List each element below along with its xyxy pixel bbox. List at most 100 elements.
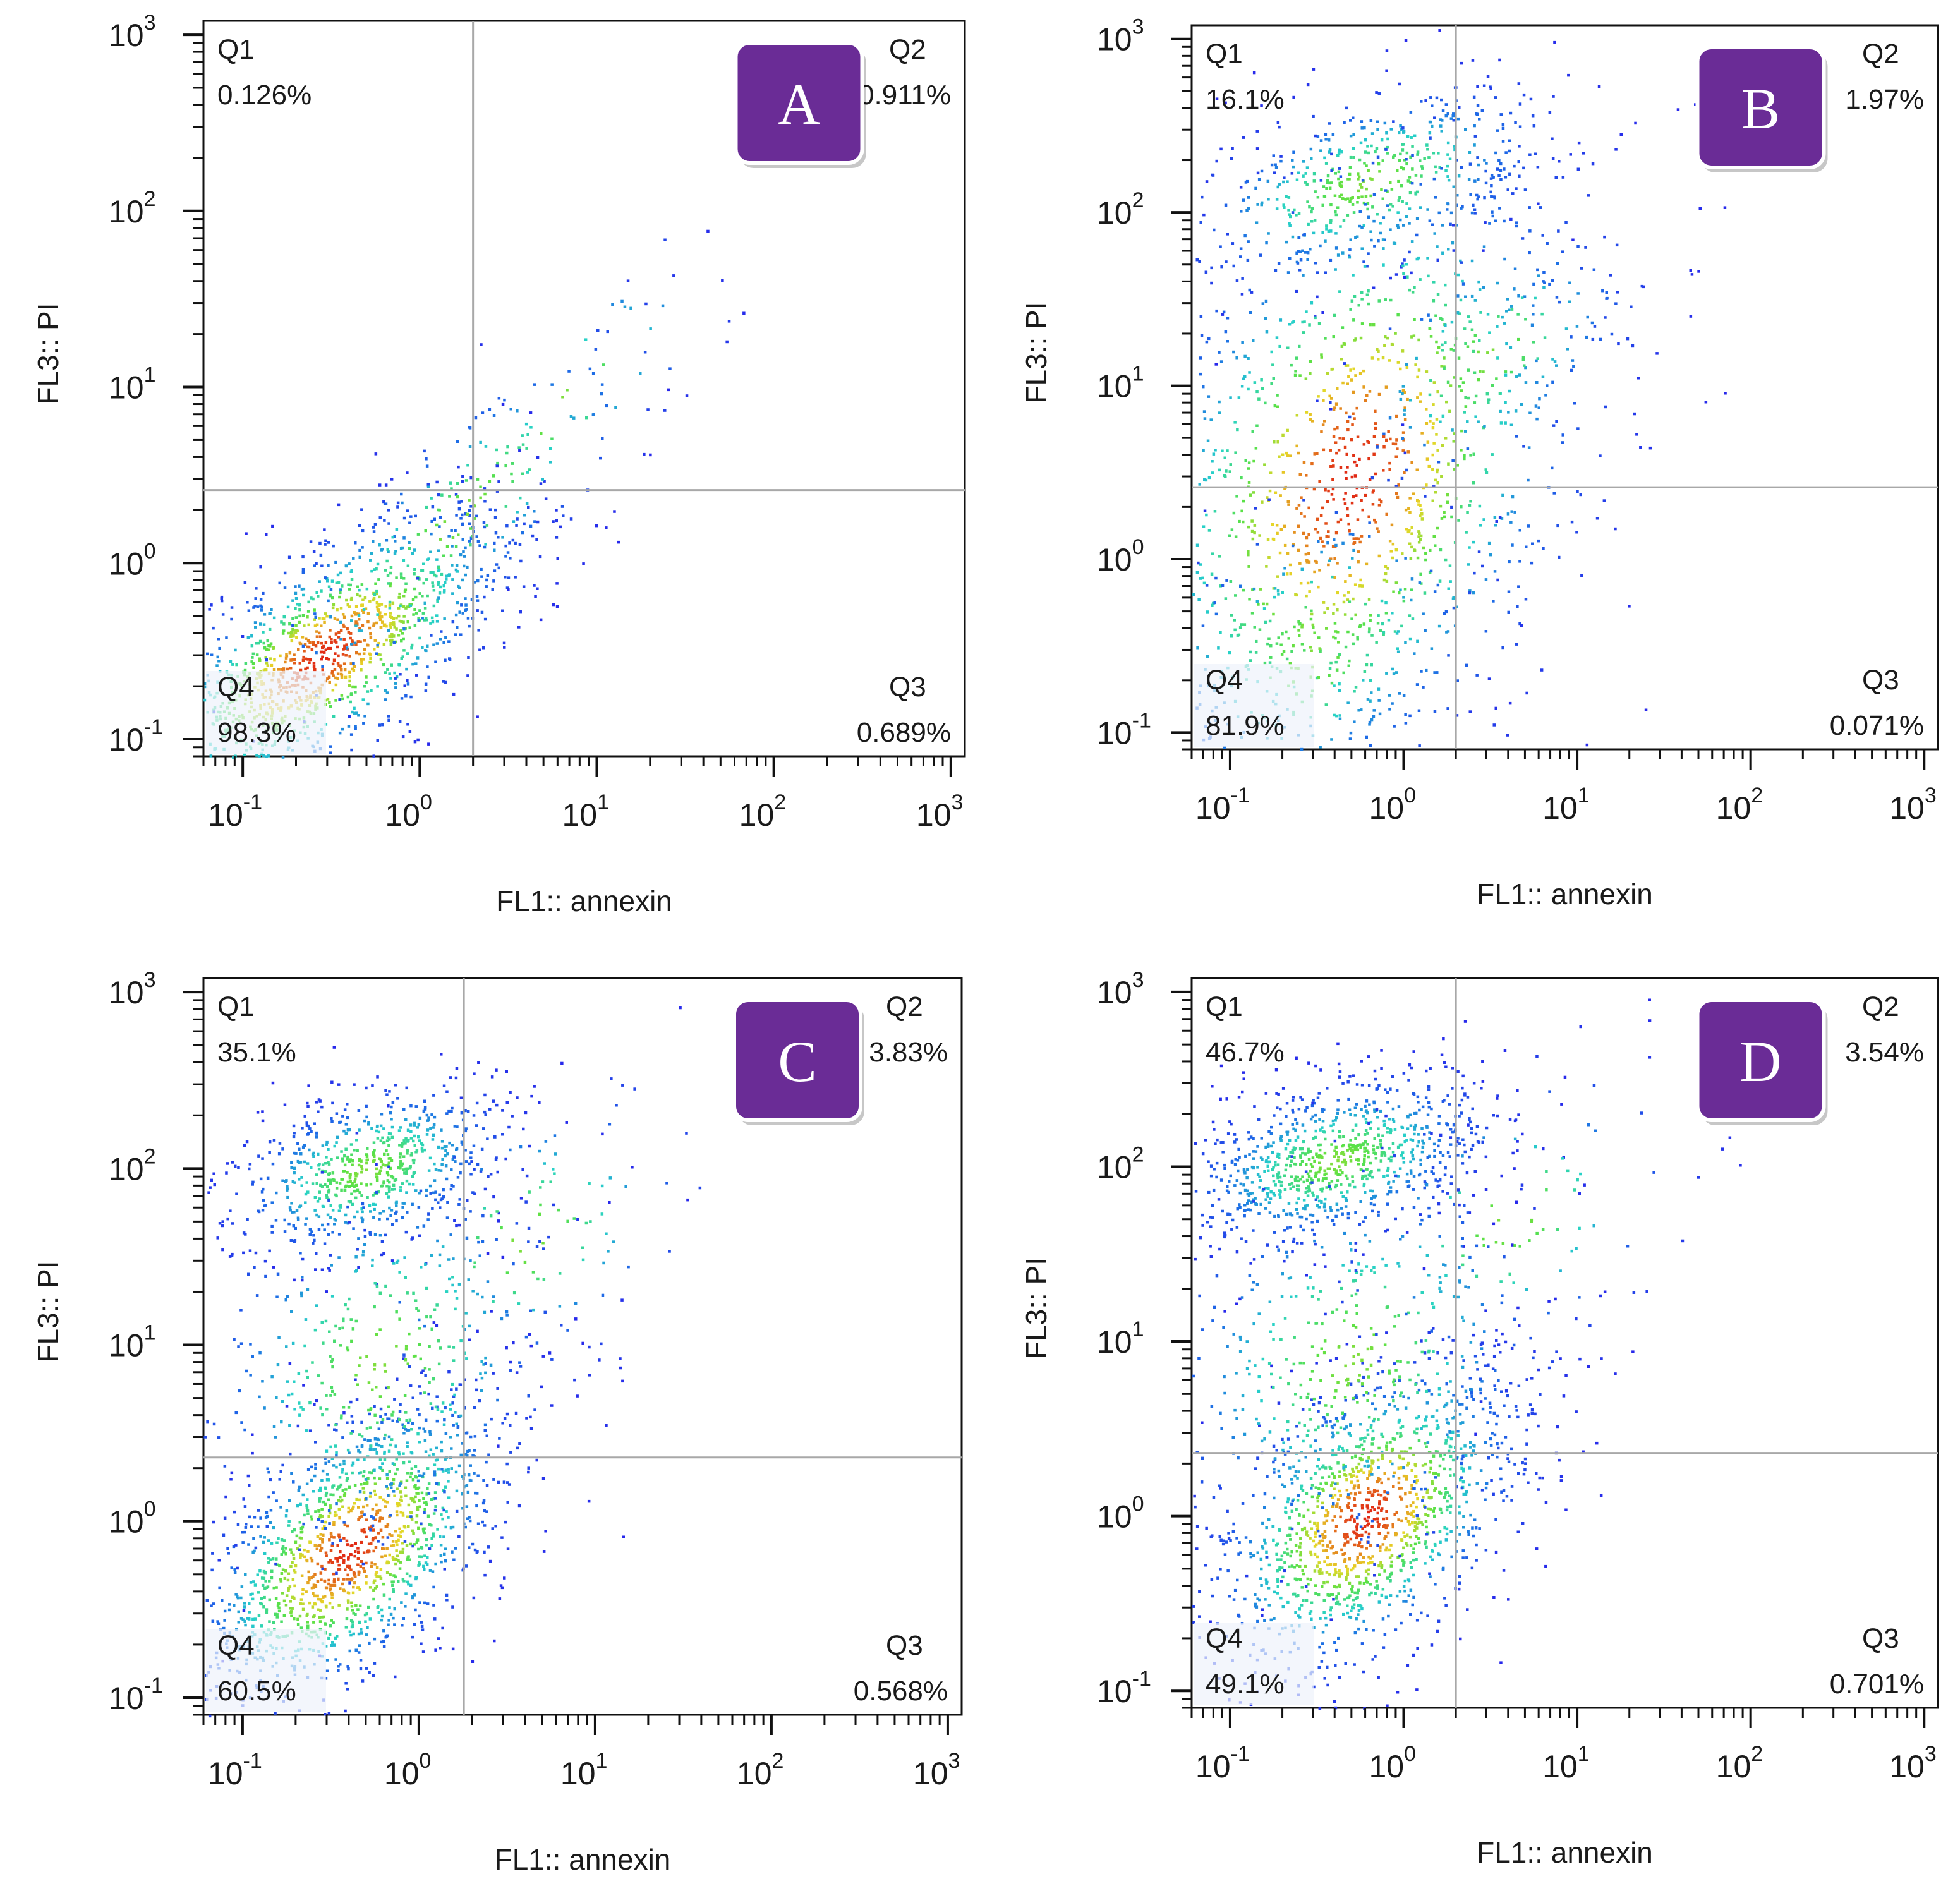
data-point: [1348, 172, 1352, 176]
data-point: [492, 1099, 495, 1103]
data-point: [437, 1637, 440, 1640]
data-point: [1527, 478, 1530, 482]
data-point: [1451, 114, 1455, 118]
data-point: [501, 609, 504, 612]
data-point: [1383, 344, 1386, 347]
data-point: [255, 587, 258, 590]
data-point: [1382, 216, 1386, 219]
data-point: [298, 1536, 302, 1540]
data-point: [1279, 318, 1283, 322]
data-point: [378, 1458, 382, 1461]
data-point: [1485, 471, 1489, 474]
data-point: [377, 653, 380, 656]
data-point: [1379, 629, 1382, 632]
data-point: [1410, 532, 1413, 535]
data-point: [1336, 562, 1339, 565]
data-point: [1595, 517, 1599, 520]
data-point: [358, 1588, 361, 1591]
data-point: [1391, 442, 1395, 445]
data-point: [372, 1549, 375, 1553]
data-point: [424, 689, 428, 692]
data-point: [334, 641, 338, 644]
data-point: [1218, 555, 1221, 558]
data-point: [1338, 290, 1341, 293]
data-point: [672, 274, 675, 277]
data-point: [1401, 392, 1404, 396]
data-point: [382, 1582, 385, 1586]
data-point: [475, 1388, 478, 1392]
data-point: [1224, 203, 1228, 207]
data-point: [273, 658, 276, 662]
data-point: [1396, 630, 1400, 633]
data-point: [497, 480, 500, 483]
data-point: [1402, 596, 1405, 599]
data-point: [448, 1141, 451, 1145]
data-point: [1367, 598, 1371, 601]
data-point: [283, 586, 287, 589]
data-point: [1357, 537, 1360, 540]
data-point: [452, 692, 456, 696]
data-point: [344, 1568, 347, 1571]
data-point: [1374, 426, 1377, 430]
data-point: [316, 1562, 320, 1566]
data-point: [425, 578, 428, 581]
data-point: [406, 682, 410, 686]
data-point: [1349, 737, 1352, 740]
data-point: [1226, 233, 1229, 236]
data-point: [301, 568, 305, 571]
data-point: [1420, 670, 1423, 673]
data-point: [312, 641, 315, 644]
data-point: [1400, 184, 1403, 188]
data-point: [450, 487, 453, 490]
data-point: [1372, 435, 1376, 438]
data-point: [1551, 137, 1554, 140]
data-point: [334, 560, 337, 564]
data-point: [390, 1544, 394, 1547]
data-point: [365, 1612, 368, 1616]
data-point: [317, 1544, 320, 1547]
data-point: [265, 755, 268, 758]
data-point: [474, 1491, 477, 1495]
data-point: [1517, 82, 1521, 85]
data-point: [1367, 515, 1370, 518]
data-point: [251, 1550, 255, 1554]
data-point: [1300, 496, 1303, 499]
data-point: [321, 1538, 324, 1542]
data-point: [1370, 476, 1374, 480]
data-point: [310, 1230, 313, 1233]
data-point: [356, 1557, 360, 1560]
data-point: [380, 1618, 384, 1622]
data-point: [1232, 350, 1235, 354]
data-point: [418, 1234, 421, 1237]
data-point: [372, 624, 375, 627]
data-point: [1335, 451, 1338, 455]
data-point: [362, 1528, 366, 1532]
data-point: [227, 1552, 230, 1555]
data-point: [1239, 584, 1242, 588]
data-point: [399, 1531, 402, 1534]
data-point: [1345, 411, 1348, 415]
data-point: [541, 1477, 545, 1480]
data-point: [1212, 452, 1216, 456]
data-point: [486, 574, 490, 577]
data-point: [203, 698, 207, 702]
data-point: [376, 613, 379, 616]
data-point: [328, 635, 331, 639]
data-point: [1493, 570, 1497, 573]
data-point: [1551, 380, 1554, 384]
data-point: [439, 516, 442, 519]
data-point: [325, 1140, 329, 1144]
data-point: [408, 1558, 411, 1561]
data-point: [514, 1411, 518, 1415]
data-point: [1367, 151, 1370, 155]
data-point: [473, 517, 476, 520]
data-point: [312, 665, 316, 668]
data-point: [1452, 119, 1455, 122]
data-point: [426, 1514, 430, 1518]
data-point: [1351, 557, 1354, 560]
data-point: [1250, 291, 1254, 294]
data-point: [416, 533, 420, 536]
data-point: [1531, 114, 1535, 118]
data-point: [1420, 512, 1424, 516]
data-point: [337, 1669, 340, 1672]
